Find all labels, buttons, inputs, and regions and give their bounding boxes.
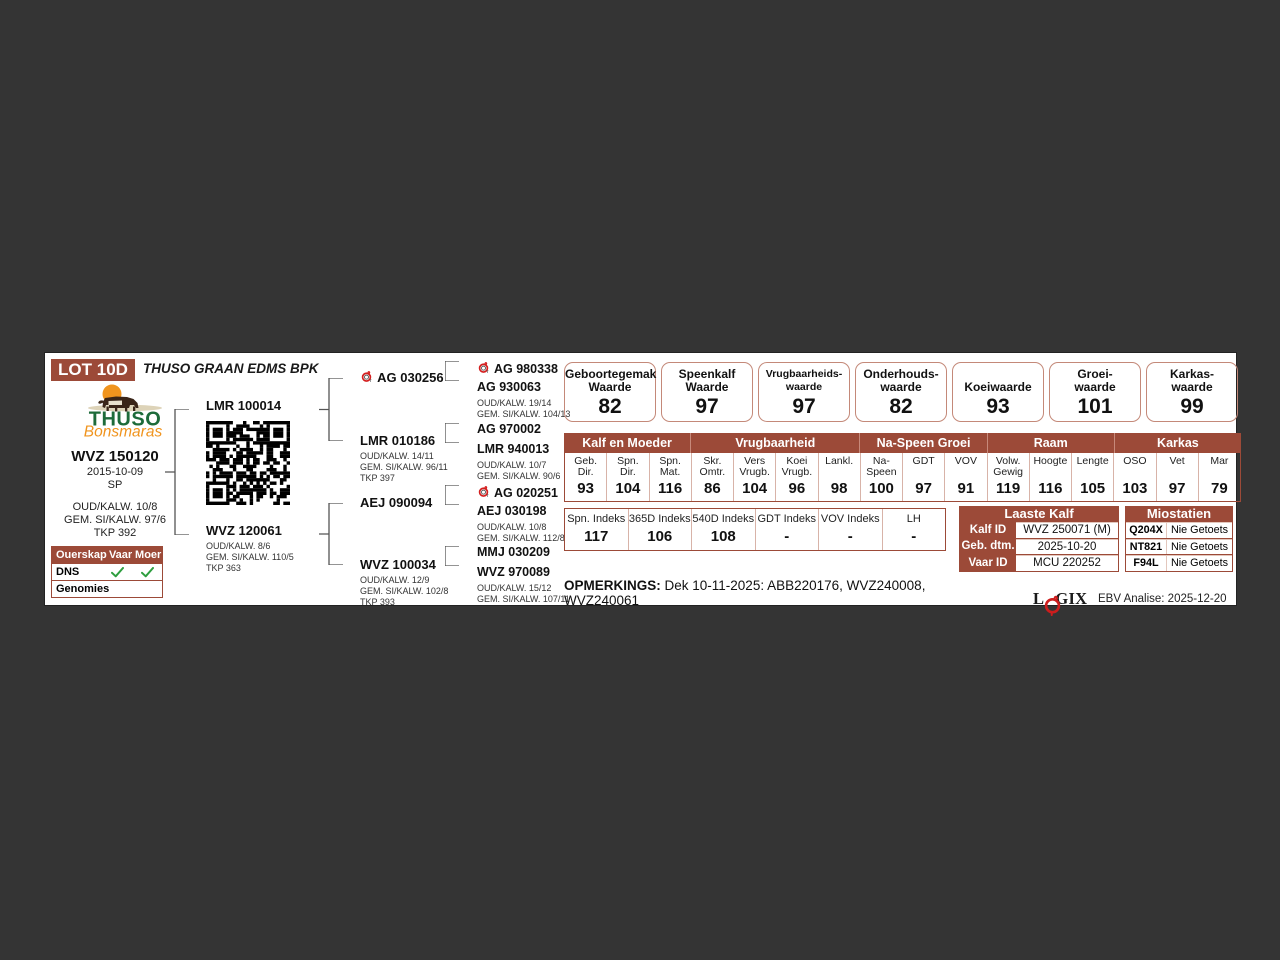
svg-text:T: T (486, 494, 489, 498)
svg-text:Bonsmaras: Bonsmaras (84, 424, 163, 441)
svg-text:T: T (369, 379, 372, 383)
svg-text:T: T (486, 370, 489, 374)
